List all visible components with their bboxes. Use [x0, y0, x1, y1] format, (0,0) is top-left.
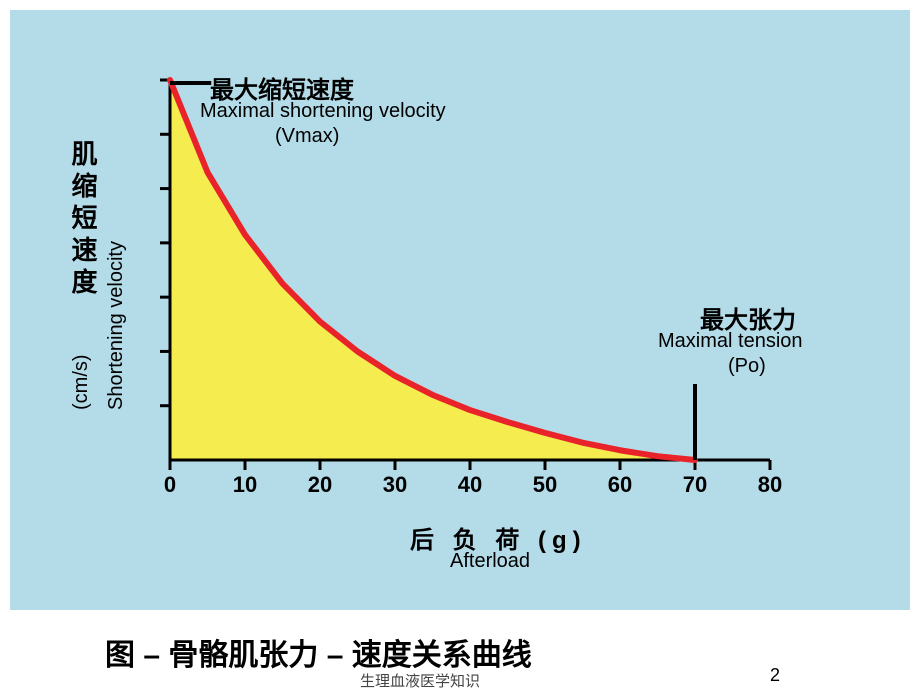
x-tick-label: 70	[683, 472, 707, 498]
x-tick-label: 10	[233, 472, 257, 498]
chart-area	[160, 70, 780, 480]
x-tick-label: 60	[608, 472, 632, 498]
chart-svg	[160, 70, 780, 480]
y-axis-label-en: Shortening velocity	[105, 241, 128, 410]
y-axis-label-cn: 肌缩短速度	[70, 140, 96, 300]
y-axis-label-unit: (cm/s)	[70, 354, 93, 410]
figure-caption: 图 – 骨骼肌张力 – 速度关系曲线	[105, 630, 532, 674]
page-number: 2	[770, 665, 780, 686]
footer-text: 生理血液医学知识	[360, 670, 480, 691]
x-tick-label: 20	[308, 472, 332, 498]
x-tick-label: 50	[533, 472, 557, 498]
x-tick-label: 0	[164, 472, 176, 498]
x-axis-label-en: Afterload	[450, 550, 530, 573]
x-tick-label: 80	[758, 472, 782, 498]
slide-background: 肌缩短速度 Shortening velocity (cm/s) 后 负 荷 (…	[10, 10, 910, 610]
x-tick-label: 40	[458, 472, 482, 498]
annotation-vmax-en1: Maximal shortening velocity	[200, 100, 446, 123]
x-tick-label: 30	[383, 472, 407, 498]
annotation-po-en2: (Po)	[728, 355, 766, 378]
annotation-po-en1: Maximal tension	[658, 330, 803, 353]
annotation-vmax-en2: (Vmax)	[275, 125, 339, 148]
